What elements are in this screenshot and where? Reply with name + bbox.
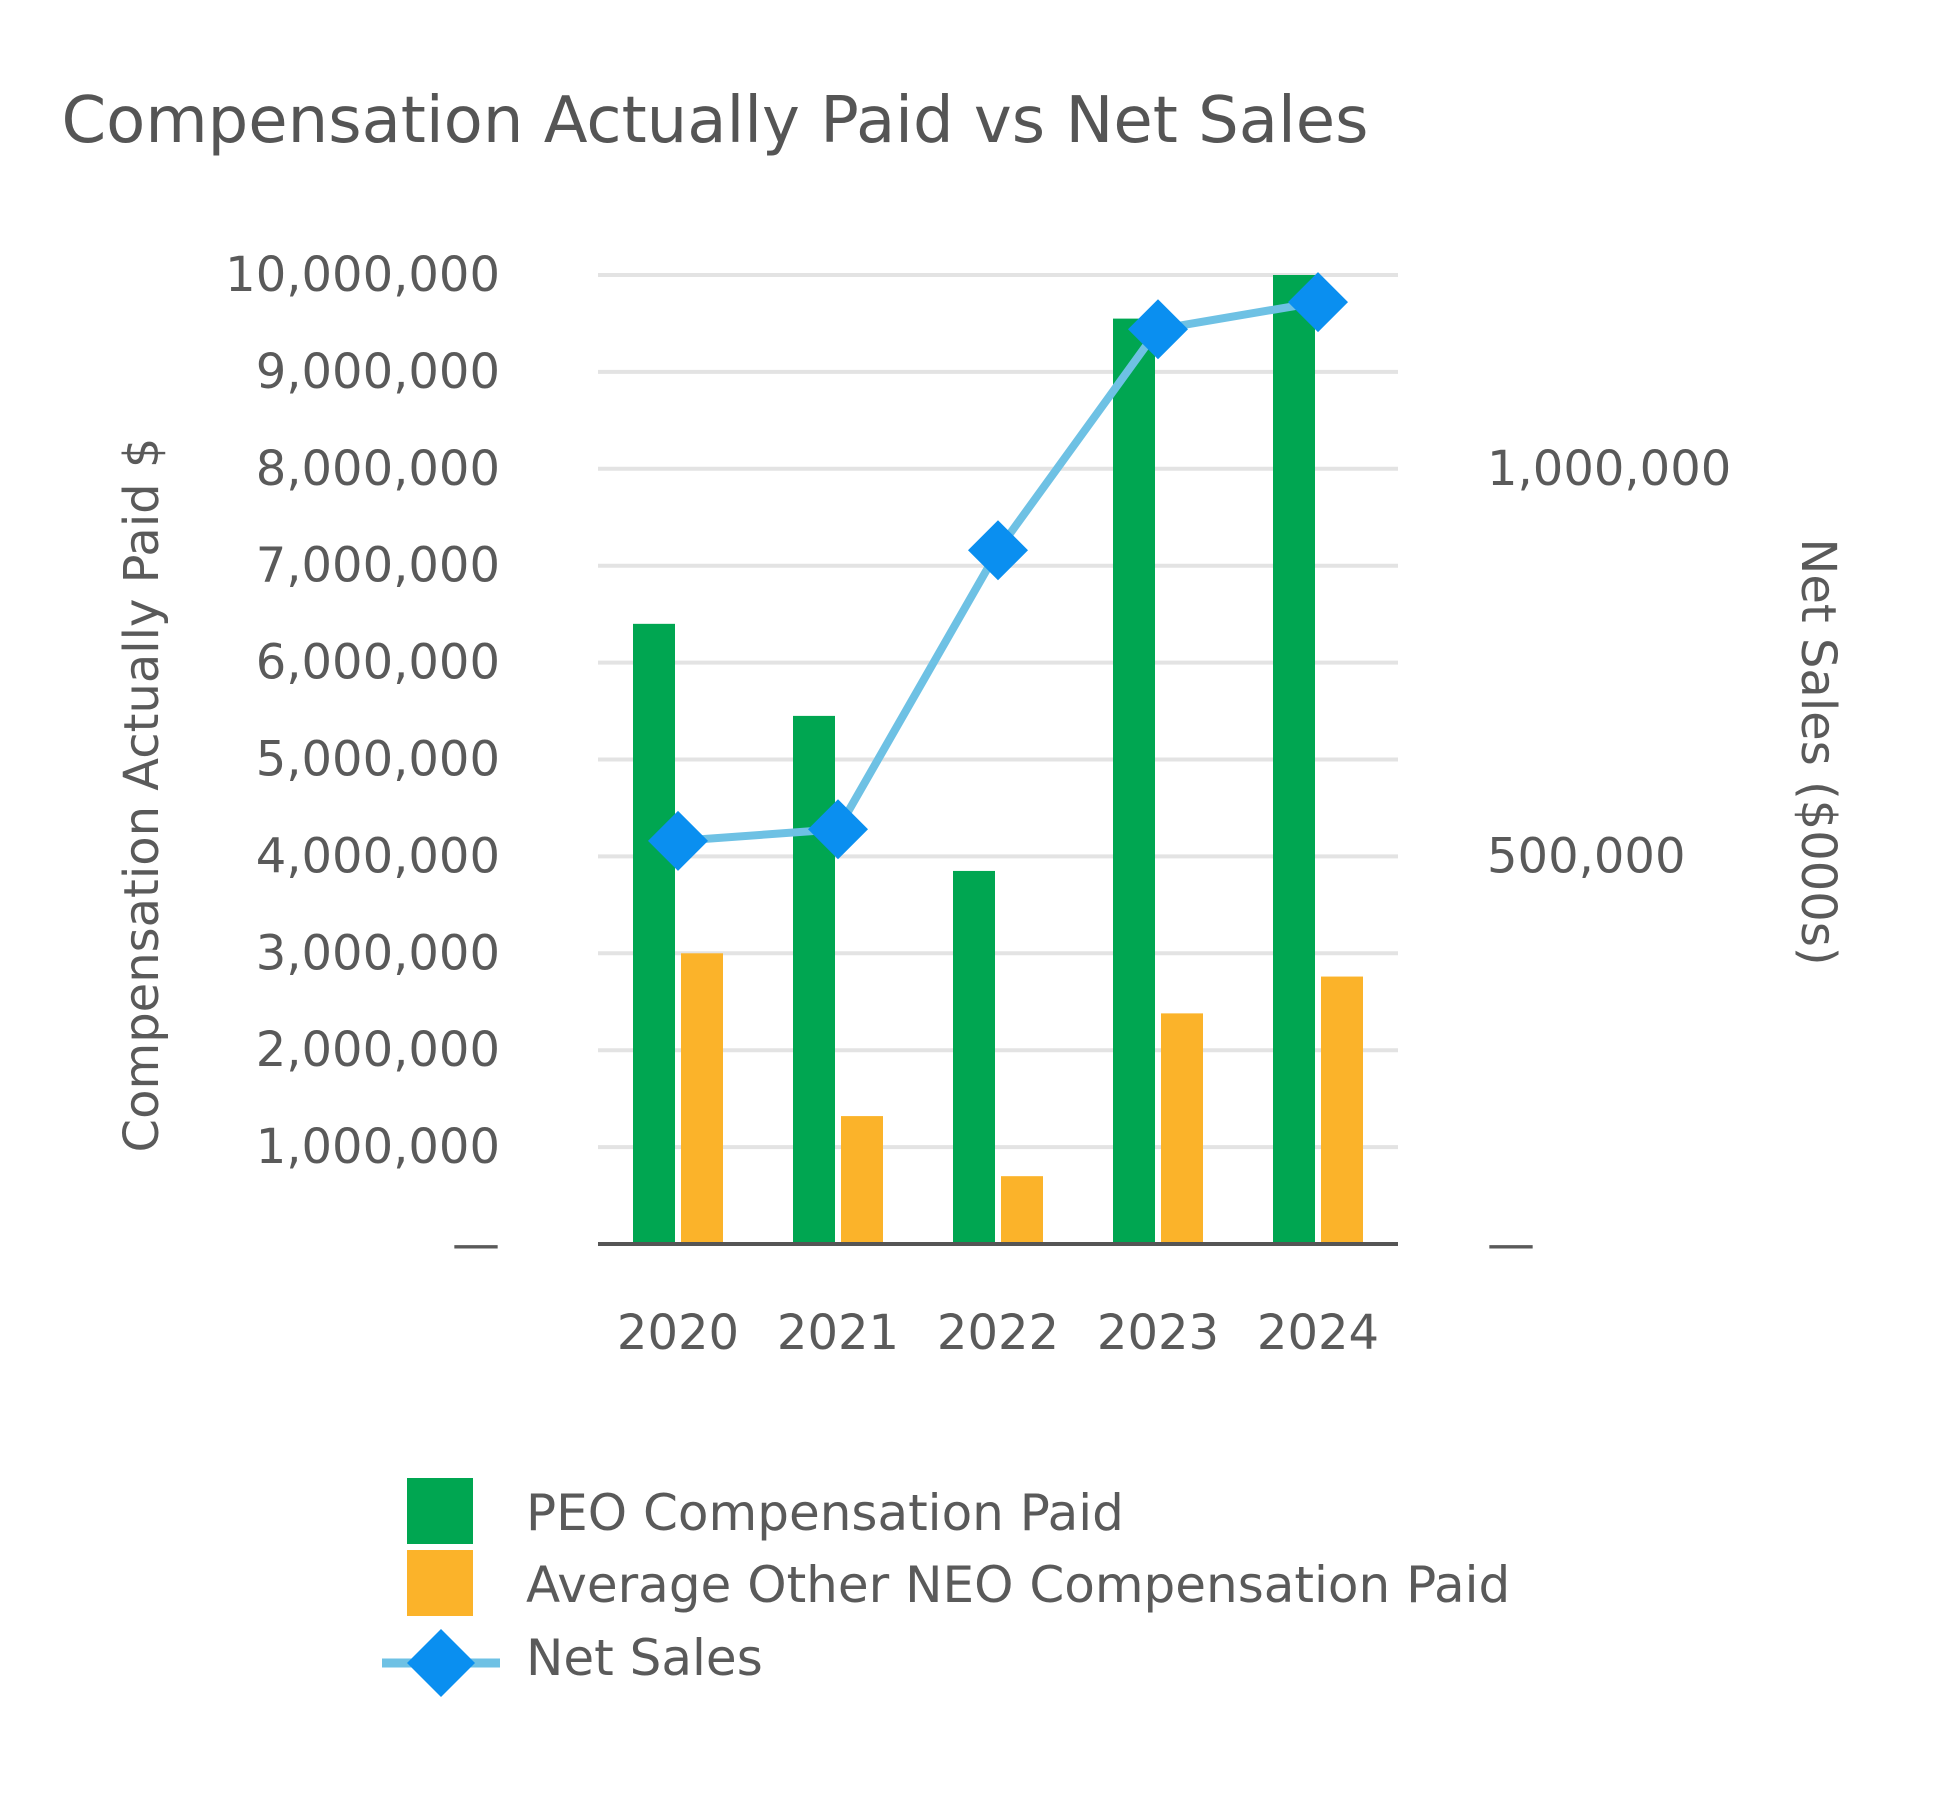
right-axis-ticks: — 500,000 1,000,000 [1487, 441, 1731, 1272]
left-tick-label: 2,000,000 [256, 1022, 500, 1078]
neo-bar-2021 [841, 1116, 883, 1244]
left-tick-label: 8,000,000 [256, 441, 500, 497]
legend: PEO Compensation Paid Average Other NEO … [382, 1478, 1510, 1697]
legend-label-neo: Average Other NEO Compensation Paid [526, 1556, 1510, 1614]
legend-swatch-neo [407, 1550, 473, 1616]
net-sales-marker-2020 [648, 810, 708, 871]
net-sales-marker-2024 [1288, 272, 1348, 333]
net-sales-line [648, 272, 1348, 871]
net-sales-marker-2022 [968, 520, 1028, 581]
x-tick-label: 2022 [937, 1305, 1059, 1361]
legend-label-peo: PEO Compensation Paid [526, 1484, 1124, 1542]
gridlines [598, 273, 1398, 1150]
peo-bar-2024 [1273, 275, 1315, 1244]
left-tick-label: — [452, 1216, 500, 1272]
neo-bar-2022 [1001, 1176, 1043, 1244]
neo-bar-2024 [1321, 976, 1363, 1244]
x-axis-ticks: 2020 2021 2022 2023 2024 [617, 1305, 1379, 1361]
legend-diamond-icon [407, 1629, 475, 1697]
right-tick-label: 1,000,000 [1487, 441, 1731, 497]
chart-title: Compensation Actually Paid vs Net Sales [61, 84, 1368, 158]
left-tick-label: 1,000,000 [256, 1119, 500, 1175]
peo-bar-2022 [953, 870, 995, 1244]
right-tick-label: — [1487, 1216, 1535, 1272]
neo-bar-2020 [681, 953, 723, 1244]
left-tick-label: 3,000,000 [256, 925, 500, 981]
left-tick-label: 10,000,000 [225, 247, 500, 303]
x-tick-label: 2020 [617, 1305, 739, 1361]
x-tick-label: 2023 [1097, 1305, 1219, 1361]
legend-label-net-sales: Net Sales [526, 1629, 763, 1687]
left-tick-label: 9,000,000 [256, 344, 500, 400]
right-axis-title: Net Sales ($000s) [1790, 538, 1846, 965]
peo-bar-2020 [633, 623, 675, 1244]
peo-bar-2021 [793, 715, 835, 1244]
left-tick-label: 6,000,000 [256, 635, 500, 691]
neo-bar-2023 [1161, 1013, 1203, 1244]
net-sales-marker-2023 [1128, 299, 1188, 360]
peo-bar-2023 [1113, 318, 1155, 1245]
right-tick-label: 500,000 [1487, 828, 1686, 884]
x-tick-label: 2021 [777, 1305, 899, 1361]
left-tick-label: 7,000,000 [256, 538, 500, 594]
left-axis-ticks: — 1,000,000 2,000,000 3,000,000 4,000,000 5,0… [225, 247, 500, 1272]
left-axis-title: Compensation Actually Paid $ [114, 438, 170, 1153]
legend-swatch-peo [407, 1478, 473, 1544]
bars [633, 275, 1363, 1245]
left-tick-label: 5,000,000 [256, 732, 500, 788]
x-tick-label: 2024 [1257, 1305, 1379, 1361]
net-sales-marker-2021 [808, 799, 868, 860]
left-tick-label: 4,000,000 [256, 828, 500, 884]
